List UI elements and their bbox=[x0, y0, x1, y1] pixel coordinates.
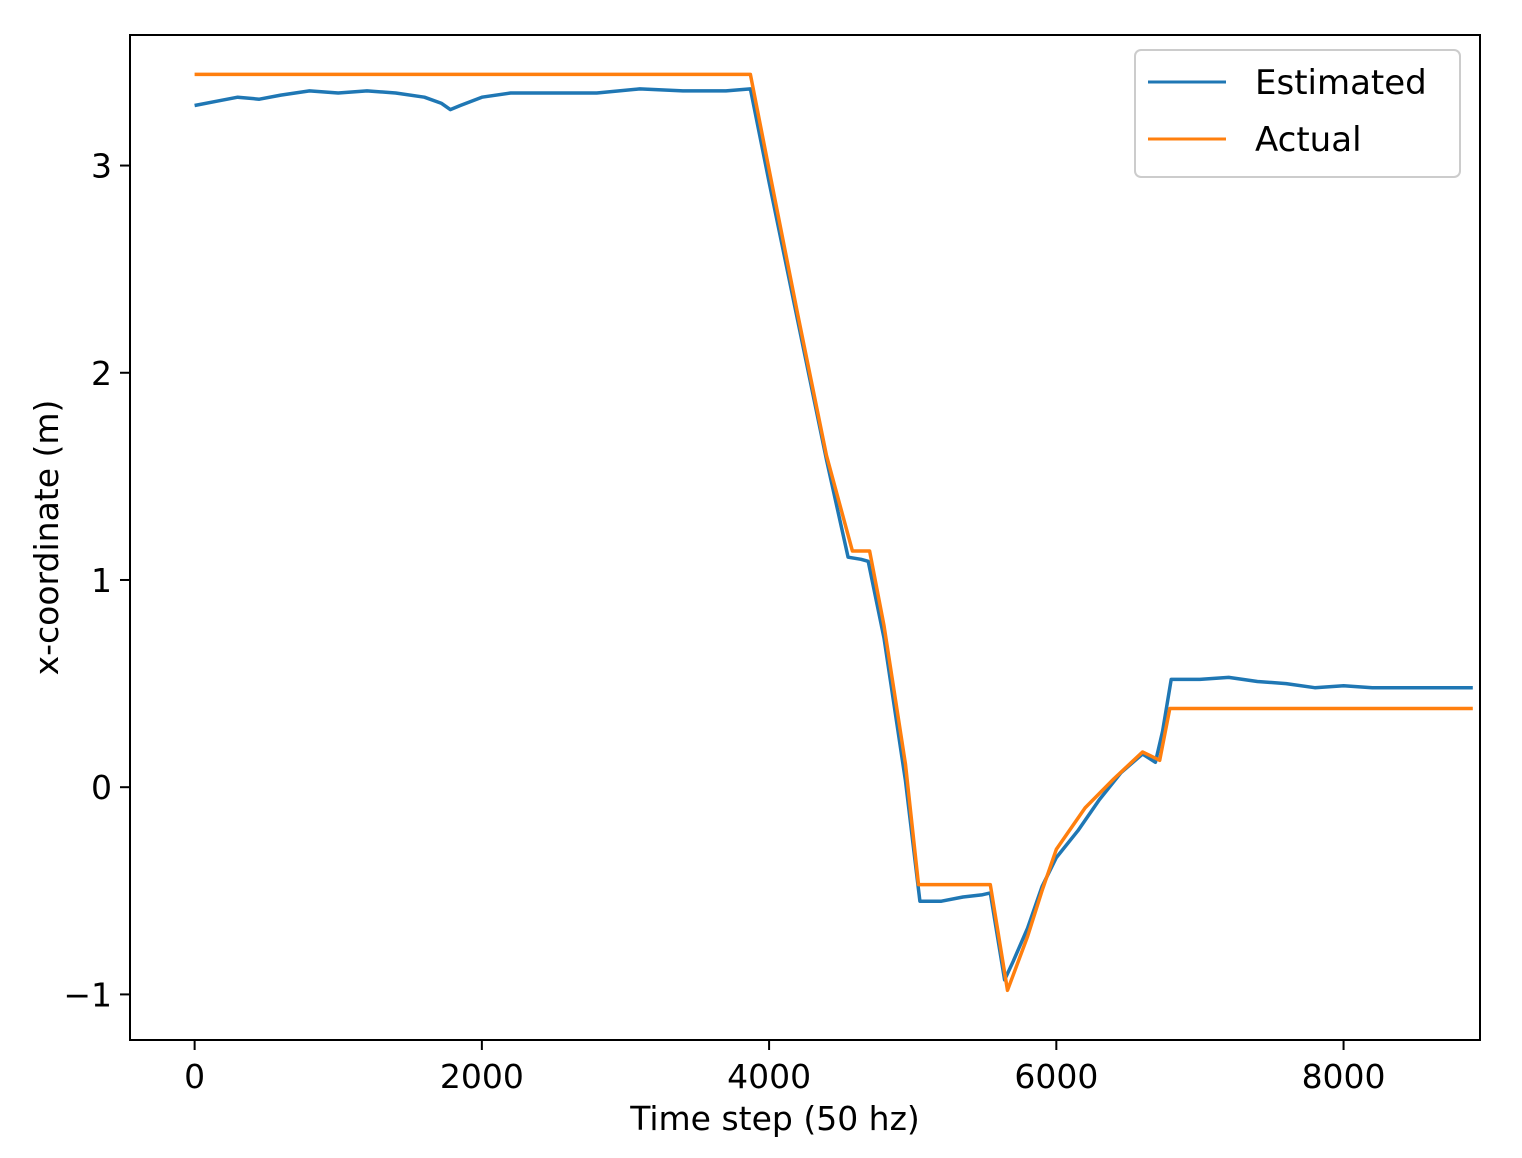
x-tick-label: 0 bbox=[184, 1057, 205, 1096]
y-axis-label: x-coordinate (m) bbox=[27, 400, 66, 676]
legend-label-estimated: Estimated bbox=[1255, 63, 1427, 103]
legend: Estimated Actual bbox=[1134, 49, 1461, 178]
y-tick-label: 1 bbox=[91, 561, 112, 600]
x-axis-label: Time step (50 hz) bbox=[629, 1099, 920, 1138]
series-line-estimated bbox=[194, 87, 1473, 982]
x-tick-label: 4000 bbox=[727, 1057, 811, 1096]
y-axis-ticks: −1 0 1 2 3 bbox=[63, 147, 130, 1014]
x-tick-label: 8000 bbox=[1302, 1057, 1386, 1096]
y-tick-label: 2 bbox=[91, 354, 112, 393]
legend-label-actual: Actual bbox=[1255, 120, 1362, 160]
y-tick-label: 0 bbox=[91, 768, 112, 807]
x-axis-ticks: 0 2000 4000 6000 8000 bbox=[184, 1040, 1386, 1096]
series-line-actual bbox=[194, 72, 1473, 993]
y-tick-label: −1 bbox=[63, 975, 112, 1014]
x-tick-label: 6000 bbox=[1014, 1057, 1098, 1096]
series-layer bbox=[194, 72, 1473, 993]
x-tick-label: 2000 bbox=[440, 1057, 524, 1096]
y-tick-label: 3 bbox=[91, 147, 112, 186]
plot-frame bbox=[129, 34, 1481, 1041]
